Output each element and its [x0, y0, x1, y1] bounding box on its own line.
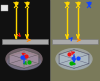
Polygon shape — [59, 50, 89, 68]
FancyBboxPatch shape — [50, 0, 100, 81]
Polygon shape — [9, 50, 39, 68]
Ellipse shape — [55, 48, 93, 70]
FancyBboxPatch shape — [2, 39, 48, 44]
Ellipse shape — [57, 53, 91, 70]
FancyBboxPatch shape — [52, 39, 98, 44]
Ellipse shape — [5, 48, 43, 70]
FancyBboxPatch shape — [0, 0, 50, 81]
Ellipse shape — [7, 53, 41, 70]
FancyBboxPatch shape — [1, 5, 8, 11]
